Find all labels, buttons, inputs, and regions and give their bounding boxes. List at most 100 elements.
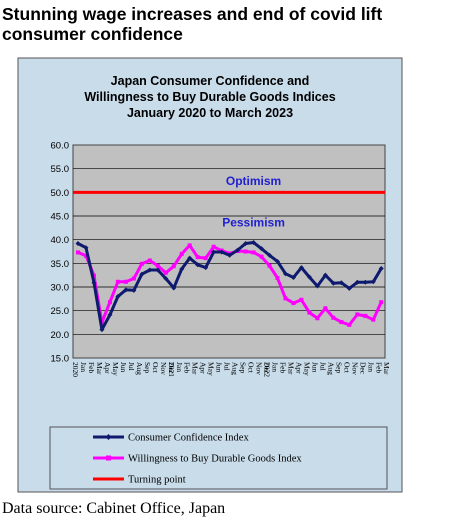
consumer-confidence-point: [346, 285, 352, 291]
consumer-confidence-point: [219, 249, 225, 255]
x-tick-label: Apr: [199, 362, 208, 374]
x-tick-label: Sep: [143, 362, 152, 374]
consumer-confidence-point: [235, 247, 241, 253]
durable-goods-point: [187, 243, 192, 248]
durable-goods-point: [139, 261, 144, 266]
legend-marker: [106, 455, 111, 461]
y-tick-label: 15.0: [51, 354, 70, 365]
durable-goods-point: [347, 322, 352, 327]
durable-goods-point: [363, 313, 368, 318]
consumer-confidence-point: [123, 287, 129, 293]
consumer-confidence-point: [99, 327, 105, 333]
x-tick-label: Jan: [271, 362, 280, 372]
x-tick-label: Jul: [127, 362, 136, 371]
consumer-confidence-point: [195, 262, 201, 268]
x-tick-label: Jan: [366, 362, 375, 372]
durable-goods-point: [299, 297, 304, 302]
x-tick-label: Mar: [191, 362, 200, 375]
durable-goods-point: [115, 279, 120, 284]
x-tick-label: Oct: [151, 362, 160, 374]
durable-goods-point: [315, 316, 320, 321]
consumer-confidence-point: [290, 275, 296, 281]
x-tick-label: Dec: [167, 362, 176, 375]
consumer-confidence-point: [179, 266, 185, 272]
legend-marker: [105, 434, 112, 440]
consumer-confidence-point: [354, 279, 360, 285]
consumer-confidence-point: [203, 265, 209, 271]
consumer-confidence-point: [338, 280, 344, 286]
data-source-note: Data source: Cabinet Office, Japan: [2, 500, 226, 517]
x-tick-label: Feb: [183, 362, 192, 374]
legend-entry-label: Consumer Confidence Index: [128, 433, 249, 444]
x-tick-label: Nov: [159, 362, 168, 375]
consumer-confidence-point: [131, 287, 137, 293]
consumer-confidence-point: [211, 249, 217, 255]
consumer-confidence-point: [330, 280, 336, 286]
x-tick-label: Aug: [135, 362, 144, 375]
consumer-confidence-point: [314, 283, 320, 289]
consumer-confidence-point: [306, 274, 312, 280]
durable-goods-point: [203, 256, 208, 261]
consumer-confidence-point: [282, 271, 288, 277]
consumer-confidence-point: [147, 267, 153, 273]
durable-goods-point: [323, 306, 328, 311]
annotations: Optimism Pessimism: [222, 174, 285, 230]
x-tick-label: Feb: [279, 362, 288, 374]
x-tick-label: Apr: [103, 362, 112, 374]
consumer-confidence-point: [259, 246, 265, 252]
durable-goods-point: [179, 251, 184, 256]
x-tick-label: Jan: [175, 362, 184, 372]
consumer-confidence-point: [378, 266, 384, 272]
consumer-confidence-point: [275, 258, 280, 264]
durable-goods-point: [211, 244, 216, 249]
durable-goods-point: [155, 263, 160, 268]
x-tick-label: Oct: [247, 362, 256, 374]
x-tick-label: Feb: [374, 362, 383, 374]
durable-goods-point: [195, 255, 200, 260]
y-tick-label: 35.0: [51, 259, 70, 270]
annotation-label: Optimism: [226, 174, 281, 188]
y-tick-label: 50.0: [51, 188, 70, 199]
durable-goods-point: [307, 310, 312, 315]
x-tick-label: Mar: [286, 362, 295, 375]
x-tick-label: Jun: [215, 362, 224, 373]
x-tick-label: May: [207, 362, 216, 376]
x-axis-tick-labels: JanFebMarAprMayJunJulAugSepOctNovDecJanF…: [71, 362, 391, 377]
durable-goods-point: [83, 253, 88, 258]
durable-goods-point: [283, 296, 288, 301]
durable-goods-point: [243, 249, 248, 254]
durable-goods-point: [131, 276, 136, 281]
consumer-confidence-point: [267, 252, 273, 258]
durable-goods-point: [251, 250, 256, 255]
consumer-confidence-point: [75, 240, 81, 246]
x-year-label: 2020: [71, 362, 80, 377]
consumer-confidence-point: [163, 275, 169, 281]
consumer-confidence-point: [370, 279, 376, 285]
durable-goods-point: [123, 279, 128, 284]
x-tick-label: Mar: [95, 362, 104, 375]
y-tick-label: 60.0: [51, 141, 70, 152]
consumer-confidence-point: [107, 312, 113, 318]
durable-goods-point: [107, 300, 112, 305]
x-tick-label: Mar: [382, 362, 391, 375]
y-tick-label: 55.0: [51, 164, 70, 175]
x-tick-label: Nov: [255, 362, 264, 375]
durable-goods-point: [291, 301, 296, 306]
consumer-confidence-point: [187, 255, 193, 261]
y-tick-label: 20.0: [51, 330, 70, 341]
consumer-confidence-point: [139, 271, 145, 277]
consumer-confidence-point: [362, 279, 368, 285]
consumer-confidence-point: [298, 265, 304, 271]
x-tick-label: Sep: [334, 362, 343, 374]
chart-title: Japan Consumer Confidence and: [111, 74, 310, 88]
x-tick-label: May: [302, 362, 311, 376]
durable-goods-point: [331, 315, 336, 320]
consumer-confidence-point: [115, 293, 121, 299]
chart-title-line2: Willingness to Buy Durable Goods Indices: [84, 90, 335, 104]
annotation-label: Pessimism: [222, 215, 285, 229]
durable-goods-point: [355, 312, 360, 317]
durable-goods-point: [259, 254, 264, 259]
consumer-confidence-point: [251, 240, 257, 246]
x-tick-label: Jun: [119, 362, 128, 373]
